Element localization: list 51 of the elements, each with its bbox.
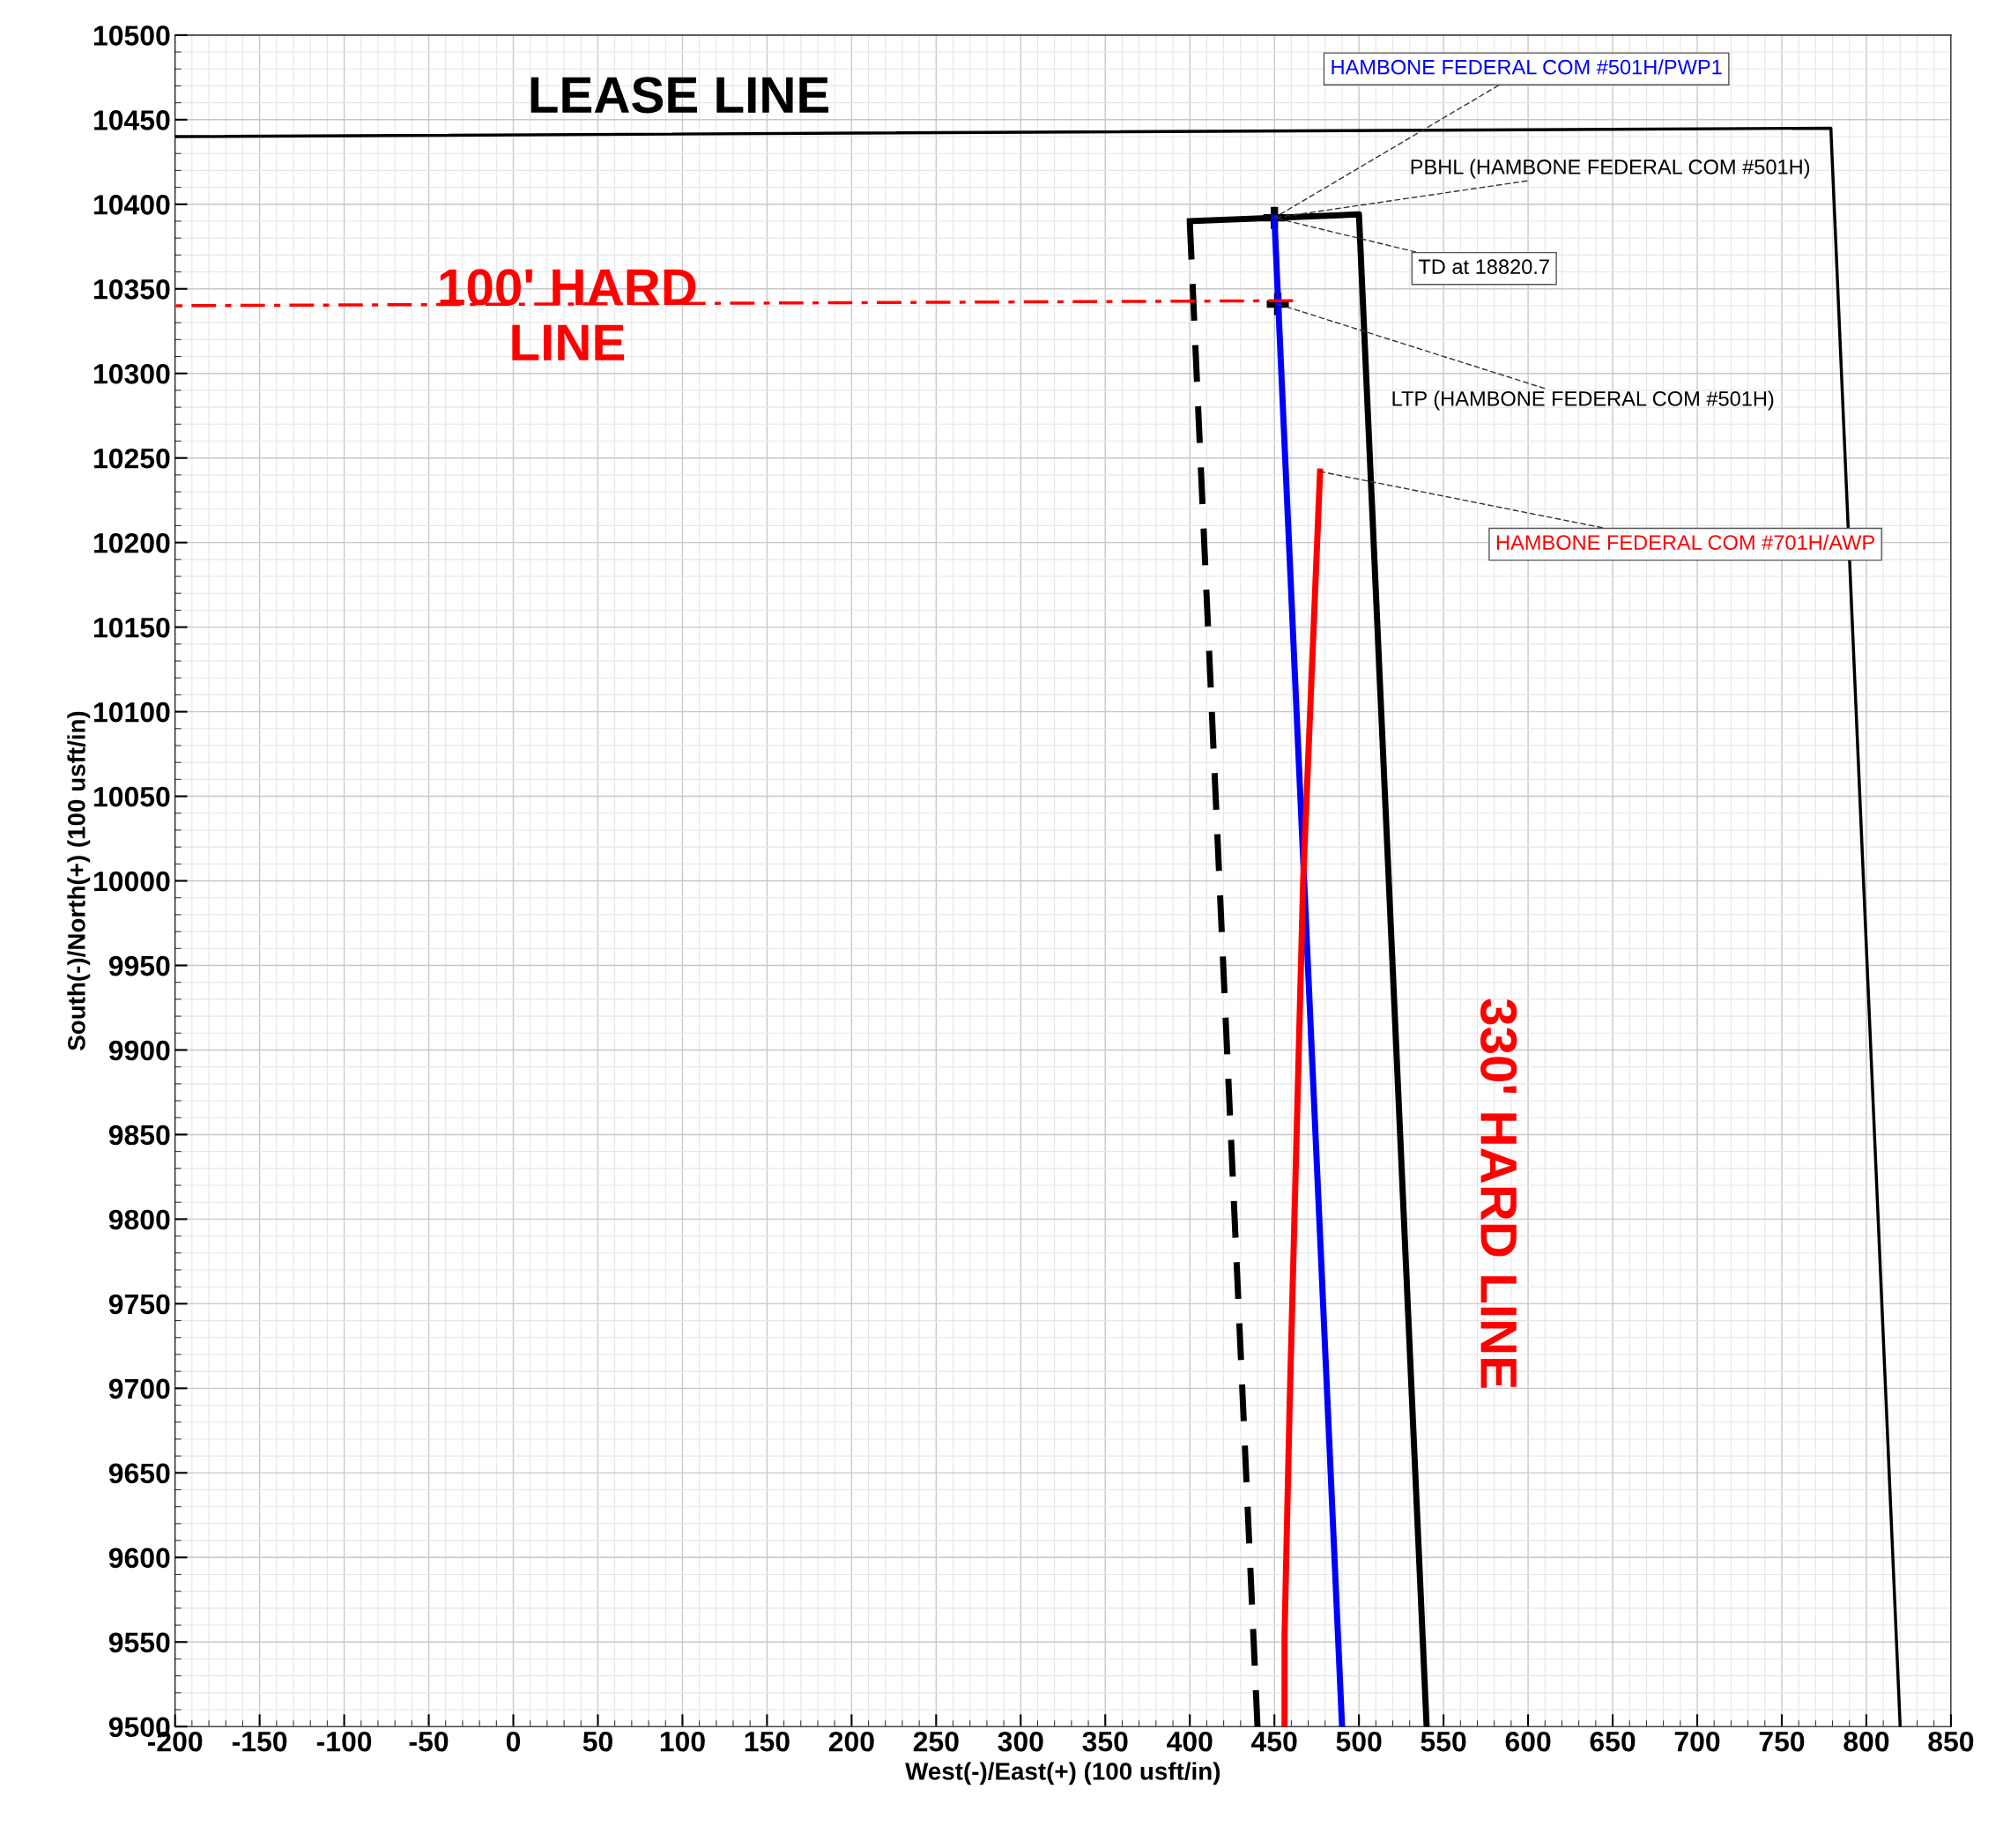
x-tick-label: 350 xyxy=(1082,1731,1128,1752)
y-axis-title: South(-)/North(+) (100 usft/in) xyxy=(67,711,91,1050)
y-tick-label: 9800 xyxy=(108,1209,170,1230)
x-tick-label: 250 xyxy=(913,1731,959,1752)
annotation: HAMBONE FEDERAL COM #701H/AWP xyxy=(1496,534,1874,550)
y-tick-label: 10300 xyxy=(93,363,170,384)
annotation: LTP (HAMBONE FEDERAL COM #501H) xyxy=(1392,390,1774,411)
x-tick-label: 150 xyxy=(745,1731,790,1752)
x-tick-label: 600 xyxy=(1505,1731,1551,1752)
annotation: TD at 18820.7 xyxy=(1418,259,1549,275)
y-tick-label: 10400 xyxy=(93,195,170,215)
x-tick-label: 550 xyxy=(1421,1731,1466,1752)
y-tick-label: 9650 xyxy=(108,1463,170,1484)
y-tick-label: 9850 xyxy=(108,1124,170,1146)
x-tick-label: 100 xyxy=(660,1731,705,1752)
annotation: LEASE LINE xyxy=(530,77,829,114)
x-tick-label: 200 xyxy=(828,1731,874,1752)
x-tick-label: 400 xyxy=(1167,1731,1213,1752)
x-axis-title: West(-)/East(+) (100 usft/in) xyxy=(905,1762,1220,1785)
y-tick-label: 10050 xyxy=(93,786,170,807)
y-tick-label: 9950 xyxy=(108,955,170,976)
y-tick-label: 10150 xyxy=(93,617,170,638)
y-tick-label: 9600 xyxy=(108,1547,170,1569)
x-tick-label: 650 xyxy=(1590,1731,1636,1752)
y-tick-label: 10500 xyxy=(93,26,170,46)
x-tick-label: -150 xyxy=(232,1731,287,1752)
x-tick-label: 750 xyxy=(1759,1731,1805,1752)
x-tick-label: 500 xyxy=(1336,1731,1382,1752)
y-tick-label: 10250 xyxy=(93,448,170,469)
y-tick-label: 10000 xyxy=(93,871,170,892)
x-tick-label: 450 xyxy=(1251,1731,1297,1752)
y-tick-label: 10200 xyxy=(93,532,170,553)
x-tick-label: 800 xyxy=(1844,1731,1889,1752)
x-tick-label: 300 xyxy=(998,1731,1043,1752)
y-tick-label: 10450 xyxy=(93,110,170,130)
x-tick-label: 50 xyxy=(582,1731,612,1752)
x-tick-label: 0 xyxy=(506,1731,521,1752)
annotation: HAMBONE FEDERAL COM #501H/PWP1 xyxy=(1332,59,1722,75)
y-tick-label: 9700 xyxy=(108,1378,170,1399)
x-tick-label: -50 xyxy=(409,1731,449,1752)
y-tick-label: 10350 xyxy=(93,279,170,300)
y-tick-label: 9900 xyxy=(108,1040,170,1061)
x-tick-label: -100 xyxy=(316,1731,372,1752)
x-tick-label: 700 xyxy=(1674,1731,1720,1752)
x-tick-label: 850 xyxy=(1928,1731,1974,1752)
annotation: 100' HARD LINE xyxy=(440,269,696,360)
y-tick-label: 10100 xyxy=(93,701,170,723)
annotation: PBHL (HAMBONE FEDERAL COM #501H) xyxy=(1411,159,1810,179)
annotation: 330' HARD LINE xyxy=(1480,998,1517,1388)
y-tick-label: 9550 xyxy=(108,1632,170,1653)
y-tick-label: 9750 xyxy=(108,1294,170,1315)
